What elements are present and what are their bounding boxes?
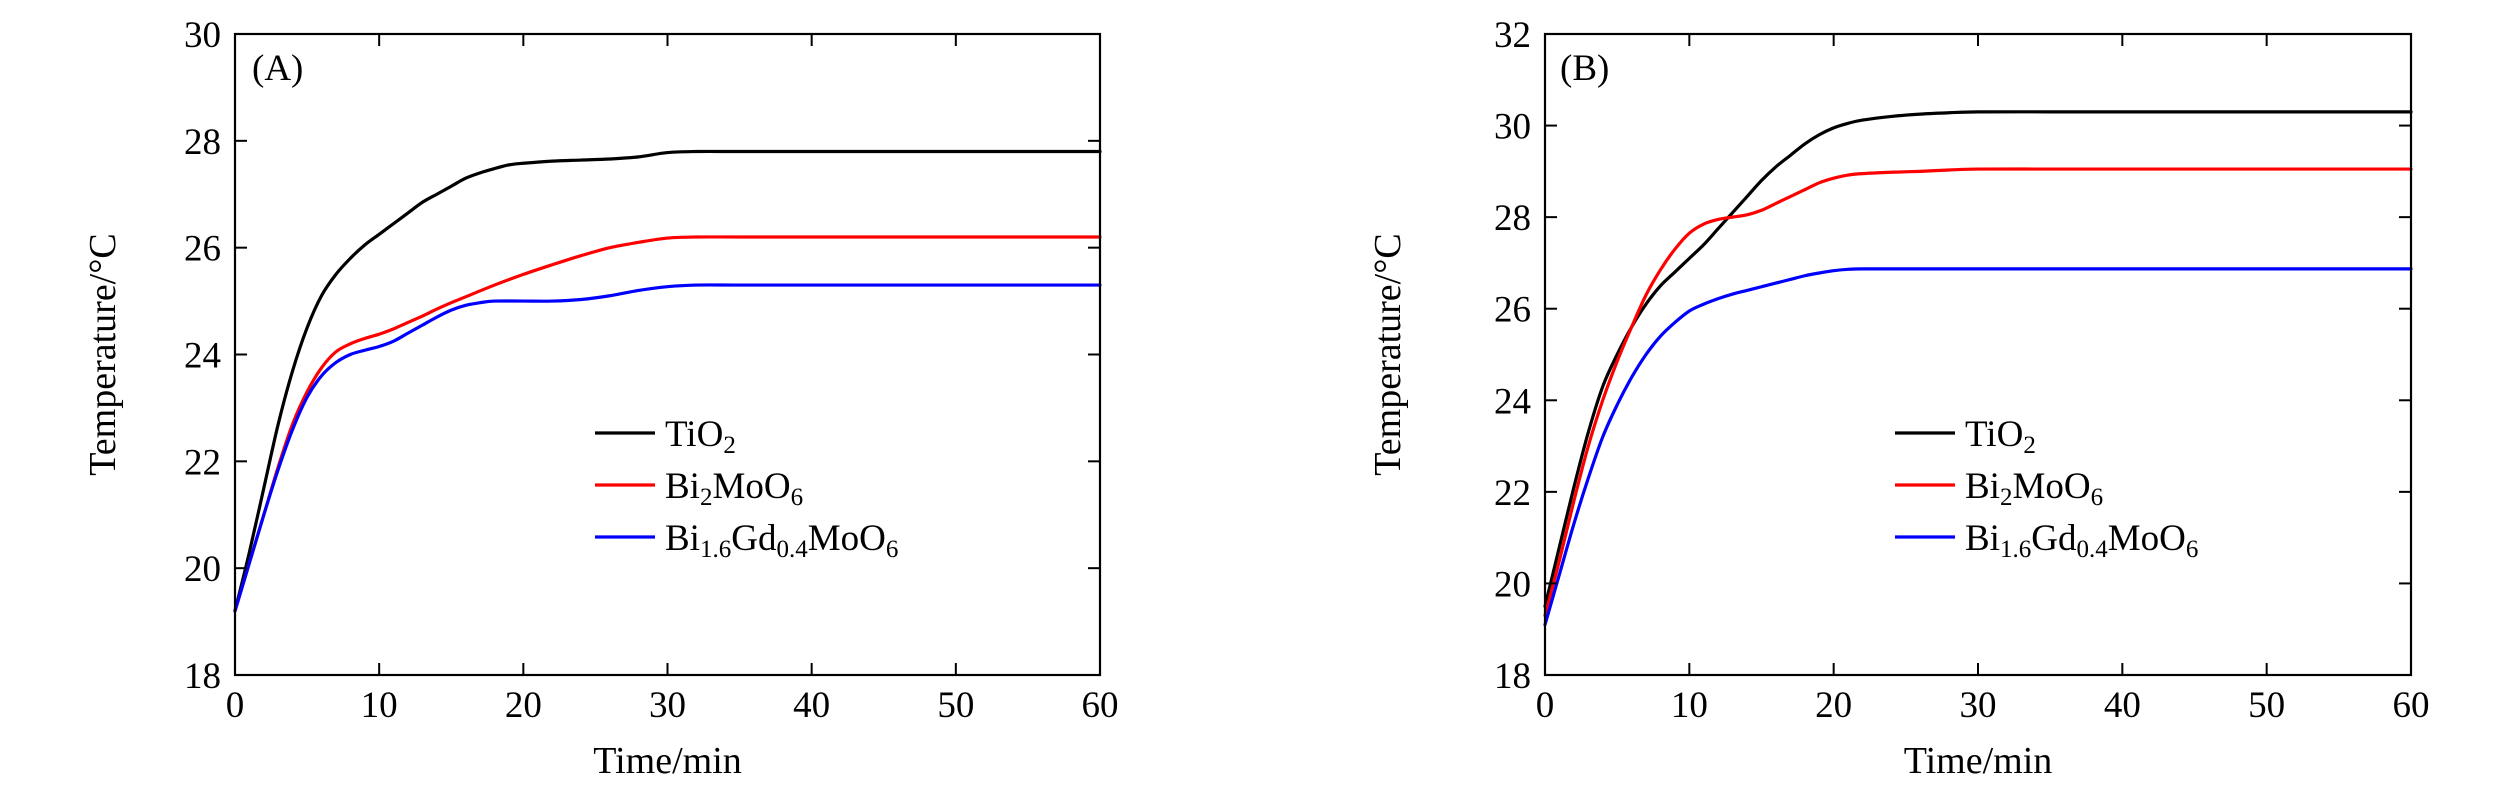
y-axis-title: Temperature/°C (1367, 233, 1409, 476)
chart-panel-b: 0 10 20 30 40 50 60 18 20 22 24 26 28 30 32 Time/min Tem… (1367, 15, 2430, 782)
x-axis-title: Time/min (593, 740, 742, 782)
y-axis-title: Temperature/°C (82, 233, 124, 476)
y-tick-label: 20 (1494, 564, 1531, 605)
y-tick-label: 24 (1494, 381, 1531, 422)
x-tick-label: 60 (2393, 685, 2430, 726)
x-tick-label: 0 (226, 685, 245, 726)
series-line-2 (1543, 167, 2413, 618)
legend-label: Bi2MoO6 (665, 466, 803, 511)
plot-frame (233, 32, 1102, 677)
series-line-2 (233, 235, 1102, 613)
legend-label: Bi2MoO6 (1965, 466, 2103, 511)
series-line-3 (233, 283, 1102, 613)
x-tick-label: 20 (505, 685, 542, 726)
x-tick-label: 30 (649, 685, 686, 726)
y-tick-label: 28 (184, 122, 221, 163)
y-tick-label: 26 (1494, 290, 1531, 331)
x-tick-label: 0 (1536, 685, 1555, 726)
legend-label: Bi1.6Gd0.4MoO6 (1965, 518, 2198, 563)
chart-panel-a: 0 10 20 30 40 50 60 18 20 22 24 26 28 30 Time/min Tempe… (82, 15, 1119, 782)
plot-frame (1543, 32, 2413, 677)
legend-label: TiO2 (1965, 414, 2036, 459)
x-tick-label: 10 (1671, 685, 1708, 726)
y-tick-label: 26 (184, 229, 221, 270)
y-tick-label: 18 (1494, 656, 1531, 697)
x-tick-label: 20 (1815, 685, 1852, 726)
series-line-3 (1543, 267, 2413, 627)
x-tick-label: 40 (793, 685, 830, 726)
x-tick-label: 30 (1960, 685, 1997, 726)
y-tick-label: 28 (1494, 198, 1531, 239)
x-tick-label: 60 (1082, 685, 1119, 726)
legend-label: Bi1.6Gd0.4MoO6 (665, 518, 898, 563)
legend: TiO2 Bi2MoO6 Bi1.6Gd0.4MoO6 (595, 414, 898, 563)
legend-label: TiO2 (665, 414, 736, 459)
y-tick-label: 22 (184, 442, 221, 483)
x-tick-label: 50 (937, 685, 974, 726)
y-tick-label: 18 (184, 656, 221, 697)
panel-label: (A) (252, 48, 303, 89)
series-line-1 (233, 149, 1102, 613)
legend: TiO2 Bi2MoO6 Bi1.6Gd0.4MoO6 (1895, 414, 2198, 563)
y-tick-label: 30 (184, 15, 221, 56)
series-line-1 (1543, 110, 2413, 608)
panel-label: (B) (1560, 48, 1609, 89)
x-tick-label: 50 (2248, 685, 2285, 726)
y-tick-label: 32 (1494, 15, 1531, 56)
y-tick-label: 24 (184, 336, 221, 377)
x-axis-title: Time/min (1904, 740, 2053, 782)
y-tick-label: 22 (1494, 473, 1531, 514)
y-tick-label: 30 (1494, 107, 1531, 148)
y-tick-label: 20 (184, 549, 221, 590)
x-tick-label: 40 (2104, 685, 2141, 726)
x-tick-label: 10 (361, 685, 398, 726)
